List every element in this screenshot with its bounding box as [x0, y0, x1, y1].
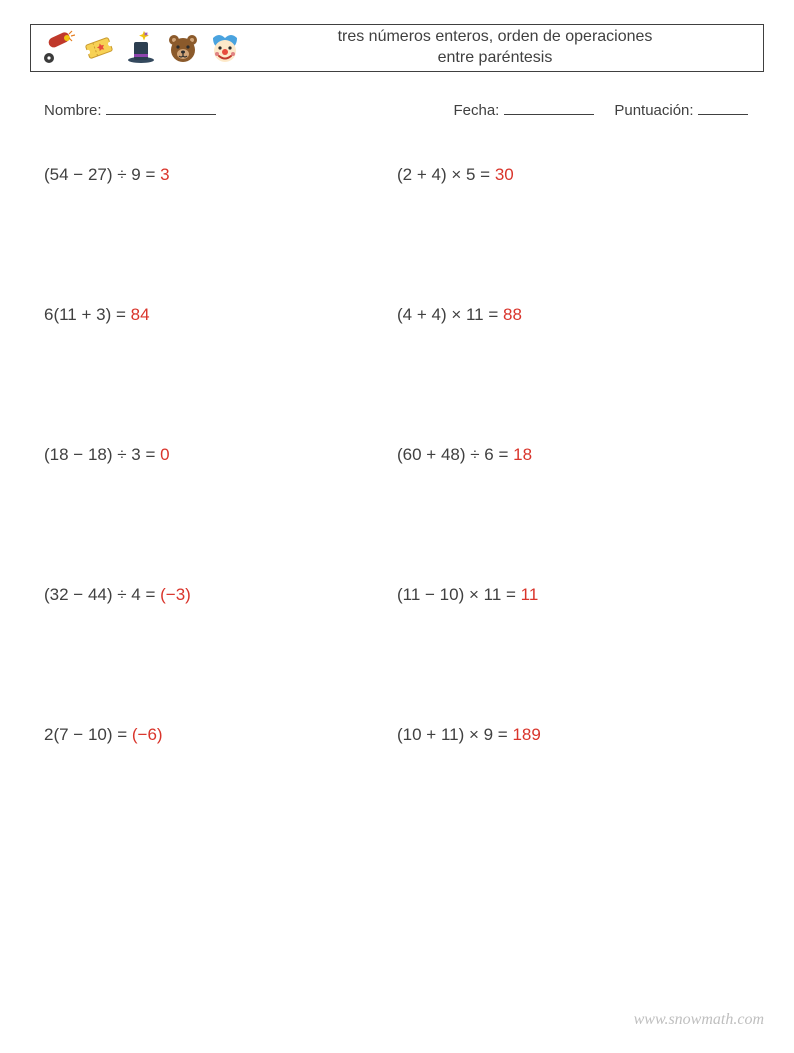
problem-answer: (−3) — [160, 585, 191, 604]
problem-answer: 11 — [521, 585, 539, 604]
header-icon-row — [39, 30, 243, 66]
problem-answer: 3 — [160, 165, 169, 184]
problem-cell: (32 − 44) ÷ 4 = (−3) — [44, 585, 397, 605]
problem-answer: (−6) — [132, 725, 163, 744]
problem-answer: 84 — [131, 305, 150, 324]
magic-hat-icon — [123, 30, 159, 66]
cannon-icon — [39, 30, 75, 66]
clown-face-icon — [207, 30, 243, 66]
problem-expr: (18 − 18) ÷ 3 = — [44, 445, 160, 464]
problem-cell: (11 − 10) × 11 = 11 — [397, 585, 750, 605]
problem-answer: 18 — [513, 445, 532, 464]
problem-cell: (2 + 4) × 5 = 30 — [397, 165, 750, 185]
problem-cell: (60 + 48) ÷ 6 = 18 — [397, 445, 750, 465]
problem-cell: (4 + 4) × 11 = 88 — [397, 305, 750, 325]
header-title-line1: tres números enteros, orden de operacion… — [338, 28, 653, 45]
header-title-line2: entre paréntesis — [438, 49, 553, 66]
date-label: Fecha: — [453, 102, 499, 119]
header-box: tres números enteros, orden de operacion… — [30, 24, 764, 72]
problem-answer: 30 — [495, 165, 514, 184]
meta-date-score: Fecha: Puntuación: — [453, 100, 750, 119]
problem-answer: 88 — [503, 305, 522, 324]
problem-answer: 189 — [512, 725, 540, 744]
problem-expr: (4 + 4) × 11 = — [397, 305, 503, 324]
problem-cell: 2(7 − 10) = (−6) — [44, 725, 397, 745]
problem-expr: 2(7 − 10) = — [44, 725, 132, 744]
problem-cell: (18 − 18) ÷ 3 = 0 — [44, 445, 397, 465]
ticket-icon — [81, 30, 117, 66]
meta-name: Nombre: — [44, 100, 453, 119]
header-title: tres números enteros, orden de operacion… — [243, 27, 755, 69]
footer-url: www.snowmath.com — [634, 1011, 764, 1029]
problem-expr: 6(11 + 3) = — [44, 305, 131, 324]
problem-answer: 0 — [160, 445, 169, 464]
problem-cell: 6(11 + 3) = 84 — [44, 305, 397, 325]
problem-expr: (54 − 27) ÷ 9 = — [44, 165, 160, 184]
score-label: Puntuación: — [614, 102, 693, 119]
bear-face-icon — [165, 30, 201, 66]
problem-expr: (11 − 10) × 11 = — [397, 585, 521, 604]
name-underline — [106, 100, 216, 115]
meta-row: Nombre: Fecha: Puntuación: — [30, 100, 764, 119]
problem-expr: (2 + 4) × 5 = — [397, 165, 495, 184]
page: tres números enteros, orden de operacion… — [0, 0, 794, 745]
problem-expr: (60 + 48) ÷ 6 = — [397, 445, 513, 464]
date-underline — [504, 100, 594, 115]
problem-expr: (32 − 44) ÷ 4 = — [44, 585, 160, 604]
name-label: Nombre: — [44, 102, 102, 119]
score-underline — [698, 100, 748, 115]
problem-cell: (10 + 11) × 9 = 189 — [397, 725, 750, 745]
problem-cell: (54 − 27) ÷ 9 = 3 — [44, 165, 397, 185]
problem-expr: (10 + 11) × 9 = — [397, 725, 512, 744]
problems-grid: (54 − 27) ÷ 9 = 3 (2 + 4) × 5 = 30 6(11 … — [30, 165, 764, 745]
